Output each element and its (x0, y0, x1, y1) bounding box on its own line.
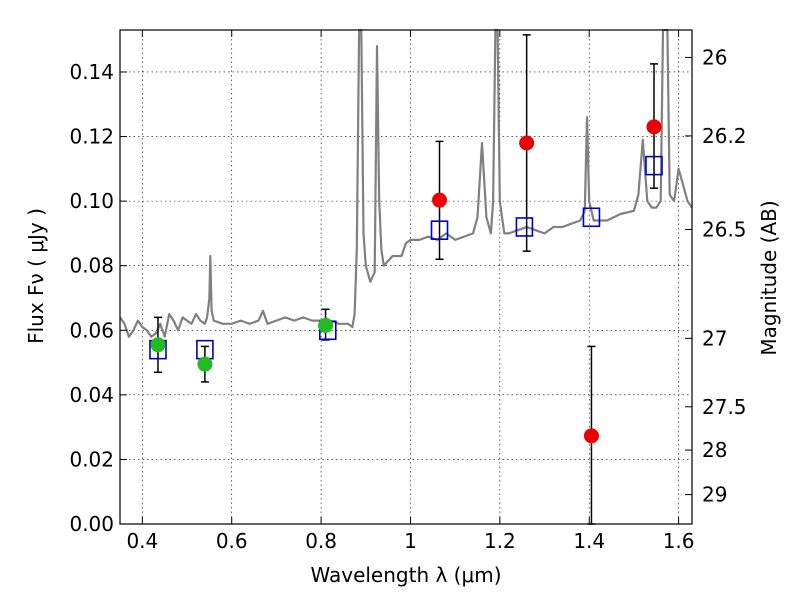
measured-flux-point (318, 317, 334, 333)
y-tick-label: 0.12 (69, 125, 114, 149)
y-tick-label: 0.00 (69, 512, 114, 536)
x-tick-label: 1.4 (573, 529, 605, 553)
x-axis-label: Wavelength λ (μm) (310, 563, 501, 587)
x-tick-label: 0.6 (216, 529, 248, 553)
plot-frame (119, 29, 693, 525)
right-tick-label: 26.2 (702, 124, 747, 148)
y-tick-label: 0.06 (69, 318, 114, 342)
model-flux-square (645, 155, 663, 176)
tick-layer: 0.4 0.6 0.8 1 1.2 1.4 1.6 0.00 0.02 0.04 0.06 0.08 0… (69, 30, 747, 553)
x-tick-label: 1.2 (484, 529, 516, 553)
right-tick-label: 26 (702, 45, 727, 69)
y-tick-label: 0.14 (69, 60, 114, 84)
measured-flux-point (646, 119, 662, 135)
y-tick-label: 0.10 (69, 189, 114, 213)
right-tick-label: 27.5 (702, 395, 747, 419)
y-tick-label: 0.02 (69, 447, 114, 471)
y-axis-label: Flux Fν ( μJy ) (24, 208, 48, 344)
right-tick-label: 26.5 (702, 218, 747, 242)
measured-flux-point (197, 356, 213, 372)
model-flux-square (430, 220, 449, 240)
measured-flux-point (519, 135, 535, 151)
marker-layer (149, 119, 663, 444)
spectrum-line (119, 28, 693, 338)
spectrum-layer (119, 28, 693, 338)
x-tick-label: 0.8 (305, 529, 337, 553)
y-tick-label: 0.08 (69, 254, 114, 278)
right-tick-label: 27 (702, 326, 727, 350)
model-flux-square (582, 207, 601, 228)
right-tick-label: 29 (702, 483, 727, 507)
right-axis-label: Magnitude (AB) (757, 200, 781, 355)
right-tick-label: 28 (702, 438, 727, 462)
y-tick-label: 0.04 (69, 383, 114, 407)
x-tick-label: 1 (404, 529, 417, 553)
measured-flux-point (583, 428, 599, 444)
measured-flux-point (432, 192, 448, 208)
measured-flux-point (150, 337, 166, 353)
x-tick-label: 1.6 (663, 529, 695, 553)
model-flux-square (515, 217, 534, 237)
x-tick-label: 0.4 (126, 529, 158, 553)
